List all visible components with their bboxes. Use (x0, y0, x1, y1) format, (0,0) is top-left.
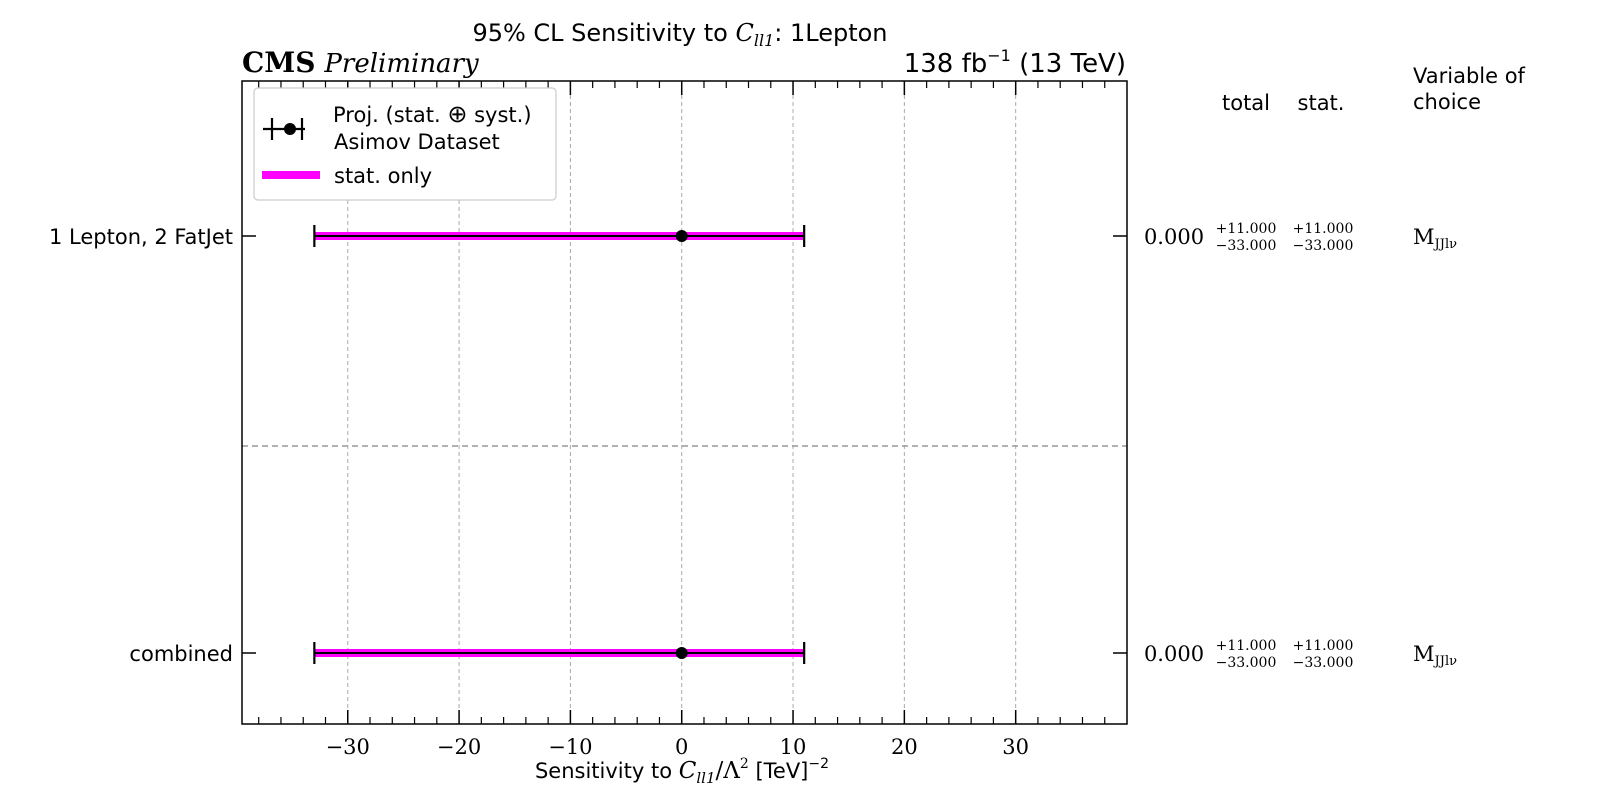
stat-uncertainty-up: +11.000 (1293, 638, 1354, 654)
x-tick-label: 20 (891, 735, 918, 759)
stat-uncertainty-down: −33.000 (1293, 238, 1354, 254)
column-header-total: total (1222, 91, 1270, 115)
x-tick-label: 0 (675, 735, 688, 759)
stat-uncertainty-up: +11.000 (1293, 221, 1354, 237)
legend-proj-label: Proj. (stat. ⊕ syst.) (333, 100, 532, 128)
x-tick-label: −10 (548, 735, 592, 759)
x-tick-label: −20 (437, 735, 481, 759)
data-row: 1 Lepton, 2 FatJet 0.000 +11.000−33.000+11… (49, 221, 1457, 254)
data-row: combined 0.000 +11.000−33.000+11.000−33.00… (129, 638, 1457, 671)
column-header-stat: stat. (1298, 91, 1345, 115)
stat-uncertainty-down: −33.000 (1293, 655, 1354, 671)
experiment-label: CMS Preliminary (242, 46, 479, 79)
central-value-marker (675, 647, 688, 659)
row-label: combined (129, 642, 233, 666)
x-axis-label: Sensitivity to Cll1/Λ2 [TeV]−2 (535, 756, 829, 787)
legend: Proj. (stat. ⊕ syst.) Asimov Dataset sta… (253, 87, 557, 201)
x-axis-ticks (242, 81, 1127, 724)
x-tick-label: 30 (1002, 735, 1029, 759)
legend-box (253, 87, 557, 201)
column-header-variable: Variable of (1413, 64, 1526, 88)
legend-proj-marker (284, 123, 296, 135)
legend-asimov-label: Asimov Dataset (334, 130, 500, 154)
total-uncertainty-up: +11.000 (1216, 221, 1277, 237)
row-label: 1 Lepton, 2 FatJet (49, 225, 233, 249)
total-uncertainty-up: +11.000 (1216, 638, 1277, 654)
column-header-variable-line2: choice (1413, 90, 1481, 114)
variable-of-choice: MJJlν (1413, 642, 1457, 669)
x-tick-label: −30 (326, 735, 370, 759)
x-axis-tick-labels: −30 −20 −10 0 10 20 30 (326, 735, 1029, 759)
central-value-text: 0.000 (1144, 225, 1204, 249)
central-value-text: 0.000 (1144, 642, 1204, 666)
chart-title: 95% CL Sensitivity to Cll1: 1Lepton (472, 19, 887, 50)
plot-frame (241, 80, 1128, 725)
central-value-marker (675, 230, 688, 242)
total-uncertainty-down: −33.000 (1216, 655, 1277, 671)
variable-of-choice: MJJlν (1413, 225, 1457, 252)
luminosity-label: 138 fb−1 (13 TeV) (904, 46, 1126, 79)
total-uncertainty-down: −33.000 (1216, 238, 1277, 254)
data-rows: 1 Lepton, 2 FatJet 0.000 +11.000−33.000+11… (49, 221, 1457, 671)
x-tick-label: 10 (780, 735, 807, 759)
legend-stat-label: stat. only (334, 164, 432, 188)
